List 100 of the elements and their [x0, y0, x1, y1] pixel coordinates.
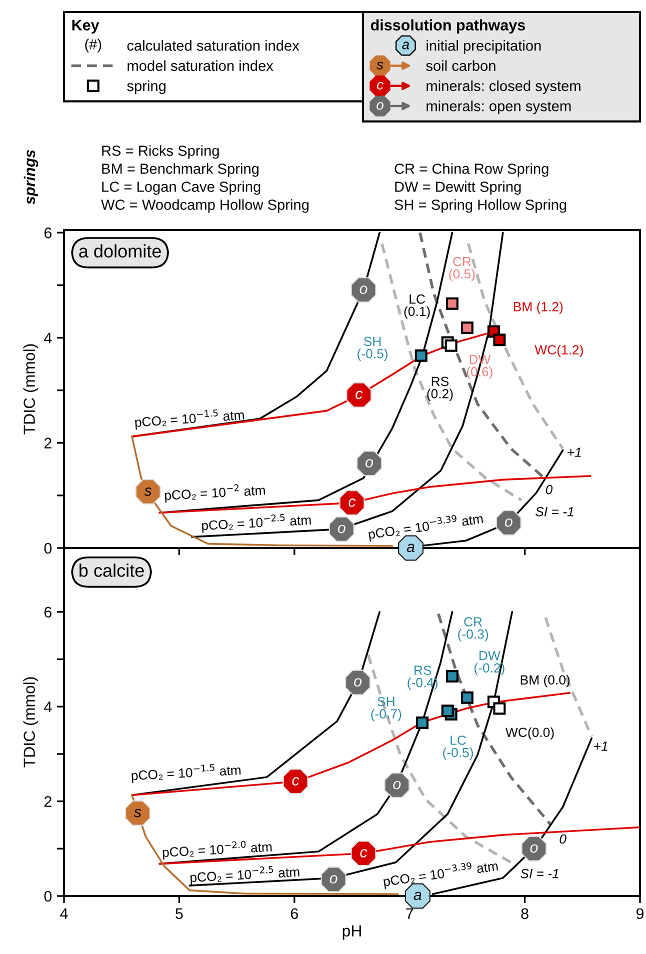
data-label: o — [330, 875, 338, 884]
point — [441, 704, 454, 718]
point — [416, 716, 429, 729]
point — [345, 670, 371, 696]
x-axis-title: pH — [342, 925, 361, 940]
point — [493, 702, 506, 715]
point — [124, 800, 150, 826]
text: CR = China Row Spring — [394, 163, 548, 177]
y-tick-label: 6 — [44, 606, 52, 618]
y-tick-label: 2 — [44, 438, 52, 448]
annotation: SH (-0.5) — [358, 336, 388, 361]
annotation: BM (0.0) — [520, 674, 570, 688]
y-tick-label: 0 — [44, 890, 52, 902]
text: BM = Benchmark Spring — [102, 163, 259, 177]
point — [496, 510, 522, 536]
x-tick-label: 9 — [636, 908, 644, 920]
annotation: pCO₂ = 10$^{−1.5}$ atm — [134, 408, 244, 430]
point — [356, 450, 382, 476]
text: o — [376, 102, 384, 110]
annotation: pCO₂ = 10$^{−2}$ atm — [164, 482, 266, 503]
annotation: BM (1.2) — [514, 302, 563, 314]
y-axis-title: TDIC (mmol) — [23, 344, 38, 434]
annotation: LC (-0.5) — [443, 736, 473, 760]
annotation: pCO₂ = 10$^{−3.39}$ atm — [368, 511, 484, 542]
y-axis-title: TDIC (mmol) — [23, 677, 38, 768]
text: b calcite — [80, 564, 144, 577]
text: SH = Spring Hollow Spring — [394, 199, 566, 213]
x-tick-label: 6 — [290, 908, 298, 920]
annotation: +1 — [594, 742, 608, 751]
point — [135, 479, 161, 505]
point — [460, 691, 474, 704]
data-label: s — [144, 488, 152, 496]
point — [350, 840, 376, 866]
annotation: RS (0.2) — [427, 376, 453, 401]
annotation: 0 — [560, 834, 566, 844]
point — [414, 349, 428, 362]
data-label: o — [366, 459, 374, 468]
annotation: WC(0.0) — [506, 727, 554, 740]
annotation: pCO₂ = 10$^{−2.5}$ atm — [190, 864, 300, 885]
x-tick-label: 8 — [521, 908, 528, 920]
y-tick-label: 0 — [44, 542, 52, 554]
point — [446, 670, 458, 683]
data-label: o — [354, 678, 362, 687]
point — [339, 490, 365, 516]
data-label: c — [356, 390, 363, 400]
legend-label: model saturation index — [128, 60, 274, 71]
annotation: +1 — [568, 448, 581, 457]
legend-label: initial precipitation — [426, 40, 541, 54]
point — [460, 322, 474, 334]
data-label: c — [348, 498, 356, 507]
x-tick-label: 7 — [406, 908, 414, 919]
x-tick-label: 5 — [176, 908, 183, 920]
annotation: CR (-0.3) — [458, 617, 488, 642]
data-label: s — [134, 808, 142, 818]
text: a — [402, 42, 410, 50]
data-label: o — [504, 518, 512, 527]
annotation: pCO₂ = 10$^{−2.5}$ atm — [202, 512, 312, 533]
annotation: SI = -1 — [520, 868, 558, 878]
annotation: LC (0.1) — [404, 294, 430, 319]
point — [446, 297, 458, 310]
annotation: 0 — [546, 484, 553, 494]
text: DW = Dewitt Spring — [395, 181, 521, 195]
text: a dolomite — [79, 244, 161, 258]
legend-label: soil carbon — [426, 60, 496, 71]
data-label: o — [530, 844, 538, 853]
legend-label: minerals: closed system — [426, 80, 580, 94]
y-tick-label: 4 — [44, 332, 52, 344]
text: springs — [24, 150, 38, 204]
text: (#) calculated saturation index — [85, 38, 300, 52]
data-label: o — [360, 286, 368, 294]
data-label: o — [393, 780, 401, 790]
text: RS = Ricks Spring — [102, 145, 219, 159]
annotation: WC(1.2) — [534, 344, 583, 358]
data-label: a — [406, 544, 414, 552]
annotation: pCO₂ = 10$^{−3.39}$ atm — [382, 858, 498, 889]
point — [346, 382, 372, 408]
point — [444, 339, 458, 352]
text: c — [376, 82, 384, 90]
annotation: pCO₂ = 10$^{−2.0}$ atm — [162, 839, 272, 860]
annotation: CR (0.5) — [449, 256, 475, 282]
y-tick-label: 4 — [44, 702, 52, 712]
text: WC = Woodcamp Hollow Spring — [101, 199, 308, 213]
data-label: a — [414, 892, 422, 900]
data-label: o — [338, 524, 346, 534]
annotation: SH (-0.7) — [371, 696, 402, 722]
legend-label: spring — [127, 80, 166, 94]
text: LC = Logan Cave Spring — [102, 181, 260, 195]
annotation: pCO₂ = 10$^{−1.5}$ atm — [131, 762, 241, 783]
legend-title: Key — [72, 20, 100, 34]
text: s — [376, 62, 384, 70]
legend-title: dissolution pathways — [370, 19, 526, 34]
data-label: c — [292, 777, 300, 786]
y-tick-label: 2 — [44, 796, 52, 807]
annotation: SI = -1 — [536, 506, 574, 516]
line-series — [131, 692, 571, 796]
data-label: c — [360, 849, 368, 858]
y-tick-label: 6 — [44, 227, 52, 238]
x-tick-label: 4 — [60, 908, 68, 919]
point — [282, 768, 308, 794]
legend-label: minerals: open system — [426, 100, 571, 114]
